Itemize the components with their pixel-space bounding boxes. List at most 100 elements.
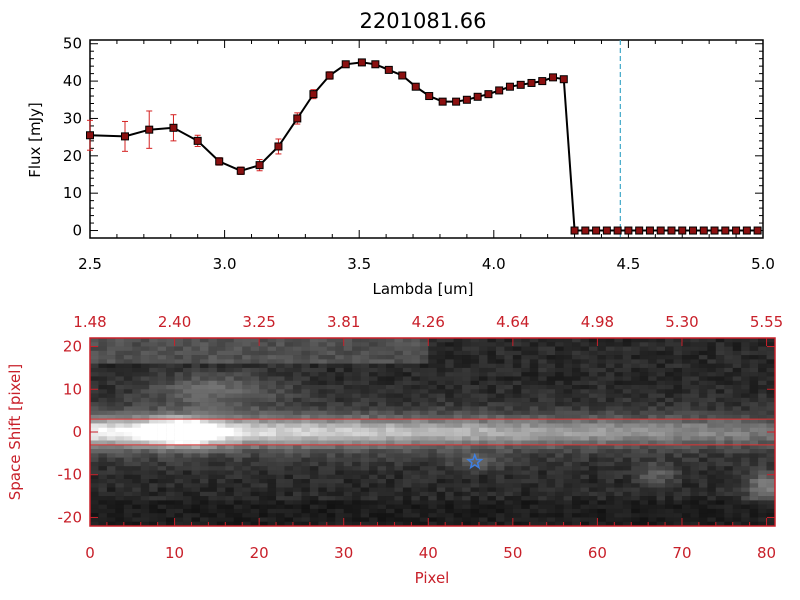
image-pixel [284, 419, 294, 424]
image-pixel [707, 359, 717, 364]
image-pixel [512, 517, 522, 523]
image-pixel [402, 410, 412, 416]
image-pixel [453, 461, 463, 467]
data-point [398, 71, 407, 80]
data-point [570, 226, 579, 235]
image-pixel [157, 461, 167, 467]
image-pixel [512, 436, 522, 441]
image-pixel [199, 444, 209, 450]
image-pixel [132, 461, 142, 467]
image-pixel [656, 397, 666, 403]
image-pixel [555, 444, 564, 450]
image-pixel [191, 338, 201, 343]
image-pixel [588, 406, 598, 411]
image-pixel [555, 457, 564, 463]
image-pixel [758, 513, 767, 518]
image-pixel [732, 363, 742, 369]
image-pixel [183, 483, 192, 488]
image-pixel [377, 461, 387, 467]
image-pixel [216, 436, 226, 441]
image-pixel [504, 457, 514, 463]
image-pixel [495, 367, 505, 373]
image-pixel [352, 359, 361, 364]
image-y-tick-label: 10 [63, 380, 82, 398]
image-pixel [453, 508, 463, 514]
image-pixel [495, 449, 505, 454]
image-pixel [115, 474, 125, 480]
image-pixel [267, 338, 277, 343]
image-pixel [732, 449, 742, 454]
image-pixel [115, 483, 125, 488]
image-pixel [98, 470, 108, 476]
image-pixel [98, 457, 108, 463]
image-pixel [318, 367, 328, 373]
image-pixel [758, 457, 767, 463]
image-pixel [724, 517, 734, 523]
image-pixel [673, 508, 683, 514]
image-pixel [326, 346, 336, 352]
image-pixel [166, 483, 175, 488]
image-pixel [479, 500, 488, 505]
image-pixel [521, 402, 531, 407]
image-pixel [335, 444, 345, 450]
image-pixel [512, 423, 522, 429]
image-pixel [199, 414, 209, 420]
image-pixel [98, 513, 108, 518]
image-pixel [132, 432, 142, 437]
data-point [689, 226, 698, 235]
image-pixel [428, 338, 438, 343]
image-pixel [267, 479, 277, 484]
image-pixel [681, 508, 691, 514]
image-pixel [166, 372, 175, 377]
image-pixel [183, 427, 192, 433]
image-pixel [259, 397, 268, 403]
image-pixel [648, 461, 657, 467]
image-pixel [597, 466, 607, 471]
image-pixel [90, 346, 99, 352]
image-pixel [681, 483, 691, 488]
image-pixel [157, 436, 167, 441]
image-pixel [588, 432, 598, 437]
image-pixel [242, 479, 251, 484]
image-pixel [580, 504, 590, 510]
image-pixel [208, 423, 218, 429]
image-pixel [648, 457, 657, 463]
image-pixel [132, 466, 142, 471]
image-pixel [563, 521, 573, 527]
image-pixel [639, 517, 649, 523]
image-pixel [149, 350, 158, 356]
image-pixel [123, 355, 133, 360]
image-pixel [495, 359, 505, 364]
image-pixel [445, 508, 454, 514]
image-pixel [436, 406, 446, 411]
image-pixel [267, 449, 277, 454]
image-pixel [749, 479, 759, 484]
image-pixel [462, 372, 471, 377]
image-pixel [639, 466, 649, 471]
image-pixel [758, 346, 767, 352]
image-pixel [546, 397, 556, 403]
image-pixel [402, 517, 412, 523]
data-point [710, 226, 719, 235]
image-pixel [631, 508, 640, 514]
image-pixel [132, 504, 142, 510]
image-pixel [462, 496, 471, 501]
image-pixel [106, 491, 116, 497]
image-pixel [385, 342, 395, 347]
image-pixel [639, 504, 649, 510]
image-pixel [115, 402, 125, 407]
image-pixel [259, 517, 268, 523]
image-pixel [140, 363, 150, 369]
image-pixel [385, 367, 395, 373]
image-pixel [394, 496, 404, 501]
image-pixel [495, 397, 505, 403]
image-pixel [183, 342, 192, 347]
data-point [656, 226, 665, 235]
image-pixel [106, 461, 116, 467]
image-pixel [140, 372, 150, 377]
image-pixel [563, 479, 573, 484]
image-pixel [166, 355, 175, 360]
image-pixel [741, 372, 750, 377]
image-pixel [715, 355, 725, 360]
image-pixel [656, 359, 666, 364]
